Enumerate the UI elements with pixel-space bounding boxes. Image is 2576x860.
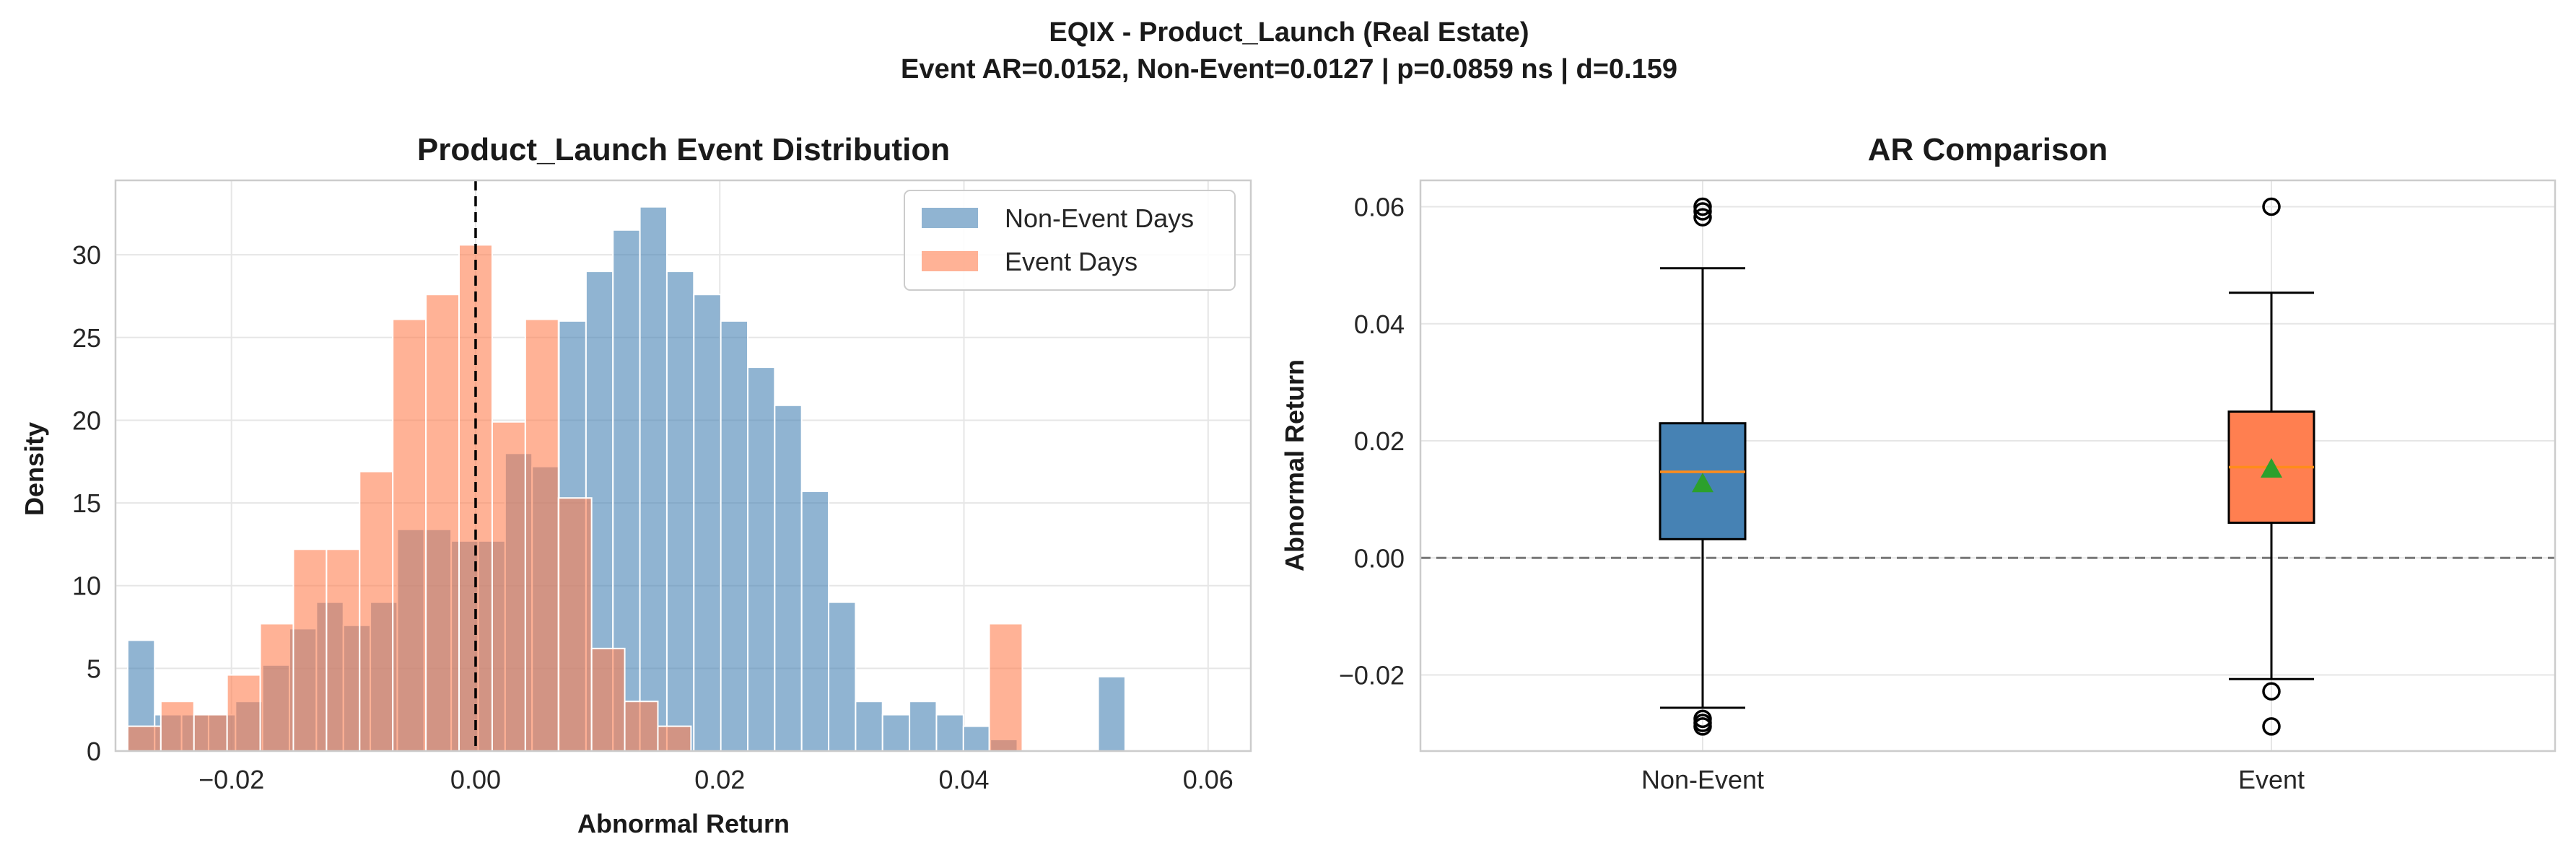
event-bar <box>524 318 559 752</box>
non-event-bar <box>1097 675 1126 752</box>
non-event-bar <box>855 701 883 752</box>
y-tick-label: 25 <box>72 323 101 353</box>
x-tick-label: 0.02 <box>694 765 745 794</box>
event-bars <box>126 244 1023 752</box>
legend-label-event: Event Days <box>1005 247 1138 276</box>
legend-label-non-event: Non-Event Days <box>1005 203 1194 233</box>
boxplot-x-ticks: Non-Event Event <box>1641 765 2305 794</box>
outlier-point <box>1693 197 1712 216</box>
y-tick-label: 30 <box>72 240 101 270</box>
suptitle-line1: EQIX - Product_Launch (Real Estate) <box>1049 17 1529 48</box>
event-bar <box>326 548 361 752</box>
x-tick-label: 0.04 <box>938 765 989 794</box>
outlier-point <box>1693 208 1712 227</box>
non-event-bar <box>962 725 992 752</box>
event-bar <box>624 701 659 752</box>
legend-frame <box>904 190 1236 291</box>
outlier-point <box>2262 717 2281 736</box>
non-event-bar <box>720 320 748 752</box>
histogram-bars <box>126 206 1126 752</box>
non-event-bar <box>828 601 857 752</box>
event-bar <box>292 548 328 752</box>
non-event-bar <box>665 271 695 752</box>
non-event-bar <box>935 714 964 752</box>
non-event-bar <box>800 491 830 752</box>
histogram-y-axis-label: Density <box>19 422 49 516</box>
histogram-x-ticks: −0.02 0.00 0.02 0.04 0.06 <box>198 765 1234 794</box>
event-bar <box>425 294 460 752</box>
y-tick-label: 20 <box>72 405 101 435</box>
category-label: Event <box>2238 765 2305 794</box>
y-tick-label: 0.06 <box>1354 193 1405 222</box>
category-label: Non-Event <box>1641 765 1764 794</box>
y-tick-label: 15 <box>72 488 101 518</box>
outlier-point <box>2262 682 2281 701</box>
non-event-box-group <box>1659 197 1747 736</box>
y-tick-label: 10 <box>72 571 101 601</box>
boxplot-panel: AR Comparison Non-Event Event −0.02 0.00 0.… <box>1280 132 2557 794</box>
non-event-bar <box>774 404 803 752</box>
y-tick-label: 0.02 <box>1354 426 1405 456</box>
non-event-bar <box>693 294 722 752</box>
non-event-bar <box>639 206 668 752</box>
event-bar <box>259 623 294 752</box>
histogram-title: Product_Launch Event Distribution <box>417 132 950 167</box>
event-bar <box>226 674 261 752</box>
x-tick-label: 0.06 <box>1183 765 1234 794</box>
legend-swatch-event <box>922 251 978 271</box>
histogram-x-axis-label: Abnormal Return <box>577 809 790 838</box>
mean-marker <box>1692 473 1713 493</box>
outlier-point <box>1693 717 1712 736</box>
x-tick-label: 0.00 <box>450 765 501 794</box>
event-bar <box>359 470 394 752</box>
y-tick-label: 0.04 <box>1354 310 1405 339</box>
histogram-legend: Non-Event Days Event Days <box>904 190 1236 291</box>
event-bar <box>160 701 195 752</box>
y-tick-label: 5 <box>87 654 101 683</box>
event-bar <box>557 497 593 752</box>
y-tick-label: −0.02 <box>1339 661 1405 690</box>
histogram-y-ticks: 0 5 10 15 20 25 30 <box>72 240 101 766</box>
event-bar <box>657 725 692 752</box>
boxplot-axes-frame <box>1419 179 2557 752</box>
event-box-group <box>2227 197 2315 736</box>
event-bar <box>392 318 427 752</box>
non-event-bar <box>746 367 776 752</box>
boxplot-y-axis-label: Abnormal Return <box>1280 359 1309 571</box>
y-tick-label: 0 <box>87 737 101 766</box>
boxplot-y-ticks: −0.02 0.00 0.02 0.04 0.06 <box>1339 193 1405 690</box>
event-bar <box>491 421 526 752</box>
event-bar <box>193 714 228 752</box>
histogram-panel: Product_Launch Event Distribution −0.02 0… <box>19 132 1252 838</box>
boxplot-title: AR Comparison <box>1868 132 2108 167</box>
outlier-point <box>1693 202 1712 221</box>
outlier-point <box>2262 197 2281 216</box>
non-event-bar <box>909 701 938 752</box>
event-bar <box>590 647 626 752</box>
event-bar <box>126 725 162 752</box>
mean-marker <box>2261 457 2282 478</box>
boxplot-boxes <box>1659 197 2315 736</box>
legend-swatch-non-event <box>922 208 978 228</box>
event-bar <box>988 623 1023 752</box>
non-event-bar <box>881 714 911 752</box>
x-tick-label: −0.02 <box>198 765 264 794</box>
suptitle-line2: Event AR=0.0152, Non-Event=0.0127 | p=0.… <box>901 54 1677 84</box>
y-tick-label: 0.00 <box>1354 543 1405 573</box>
histogram-axes-frame <box>114 179 1252 752</box>
